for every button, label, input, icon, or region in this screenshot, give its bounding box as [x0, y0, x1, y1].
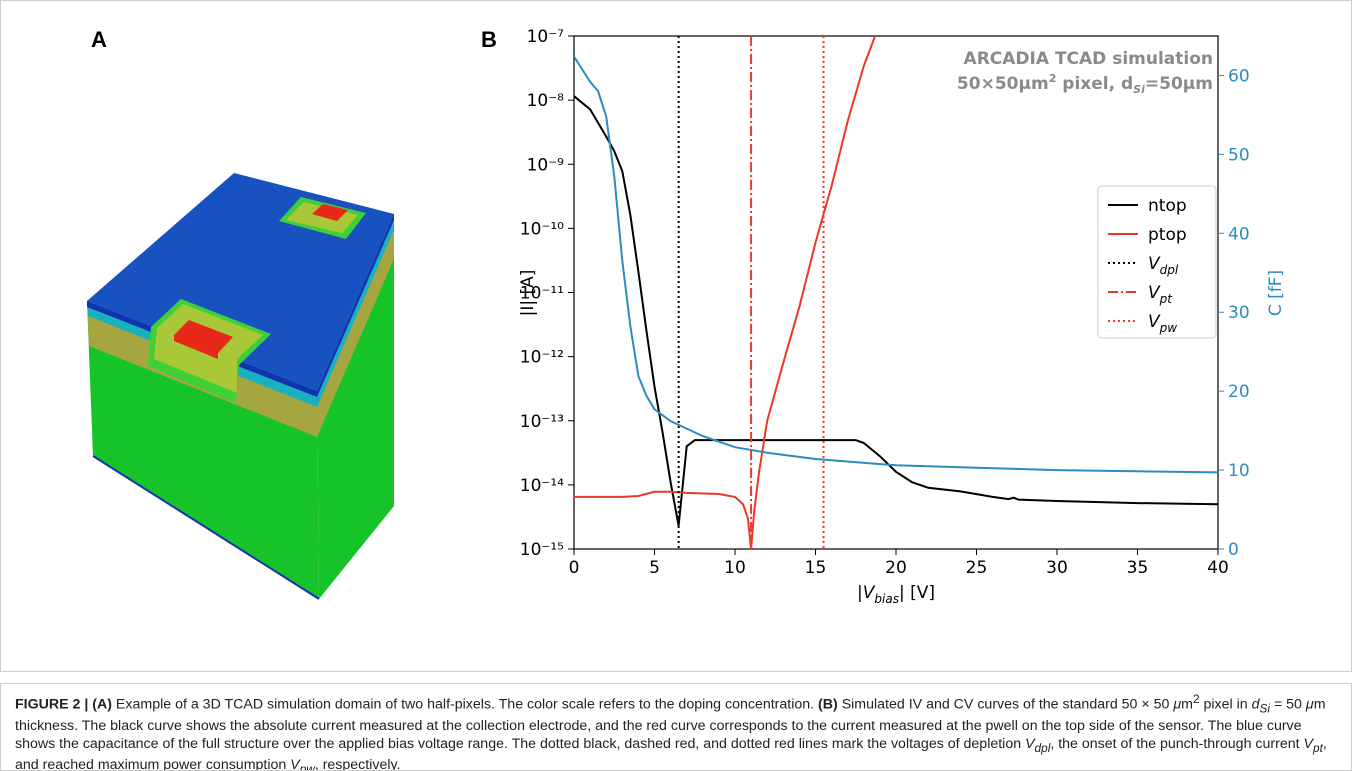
x-axis-label: |Vbias| [V]: [857, 583, 935, 606]
x-tick-label: 25: [966, 558, 988, 578]
annotation: 50×50μm2 pixel, dSi=50μm: [957, 72, 1213, 96]
y2-axis-label: C [fF]: [1266, 270, 1286, 316]
y2-tick-label: 20: [1228, 382, 1250, 402]
x-axis-label-part: | [V]: [899, 583, 935, 603]
y2-tick-label: 50: [1228, 145, 1250, 165]
caption-text: μ: [1306, 697, 1314, 713]
x-tick-label: 30: [1046, 558, 1068, 578]
annotation-part: Si: [1133, 83, 1145, 96]
legend-label-part: dpl: [1160, 263, 1179, 277]
caption-text: FIGURE 2 | (A): [15, 697, 112, 713]
y-tick-label: 10⁻¹⁵: [520, 540, 564, 560]
y-tick-label: 10⁻¹³: [520, 412, 564, 432]
x-tick-label: 20: [885, 558, 907, 578]
y-tick-label: 10⁻⁹: [527, 155, 565, 175]
y2-tick-label: 0: [1228, 540, 1239, 560]
cube-drawing: [87, 173, 394, 599]
caption-text: pt: [1313, 741, 1323, 755]
caption-text: Si: [1259, 702, 1270, 716]
x-tick-label: 5: [649, 558, 660, 578]
caption-text: Simulated IV and CV curves of the standa…: [838, 697, 1174, 713]
caption-text: μ: [1173, 697, 1181, 713]
caption-text: V: [1025, 736, 1034, 752]
caption: FIGURE 2 | (A) Example of a 3D TCAD simu…: [0, 683, 1352, 771]
y2-tick-label: 30: [1228, 303, 1250, 323]
caption-text: m: [1181, 697, 1193, 713]
x-tick-label: 15: [805, 558, 827, 578]
caption-text: 2: [1193, 692, 1200, 706]
panel-label: A: [91, 27, 107, 52]
caption-text: V: [290, 757, 299, 771]
y-tick-label: 10⁻⁷: [527, 27, 565, 47]
caption-text: dpl: [1035, 741, 1051, 755]
x-tick-label: 0: [569, 558, 580, 578]
annotation-part: 50×50μm: [957, 74, 1049, 94]
y-tick-label: 10⁻⁸: [527, 91, 565, 111]
y-tick-label: 10⁻¹⁴: [520, 476, 564, 496]
x-axis-label-part: bias: [874, 592, 899, 606]
figure: A B |Vbias| [V] |I| [A] C [fF] ARCADIA T…: [0, 0, 1352, 672]
x-tick-label: 35: [1127, 558, 1149, 578]
legend-label-part: pt: [1159, 292, 1174, 306]
panel-label: B: [481, 27, 497, 52]
caption-text: = 50: [1270, 697, 1306, 713]
x-tick-label: 10: [724, 558, 746, 578]
caption-text: , respectively.: [315, 757, 401, 771]
caption-text: pixel in: [1200, 697, 1252, 713]
caption-text: (B): [818, 697, 838, 713]
caption-text: V: [1304, 736, 1313, 752]
y2-tick-label: 60: [1228, 66, 1250, 86]
y-tick-label: 10⁻¹²: [520, 348, 564, 368]
y-tick-label: 10⁻¹⁰: [520, 219, 564, 239]
x-tick-label: 40: [1207, 558, 1229, 578]
y-tick-label: 10⁻¹¹: [520, 284, 564, 304]
legend-label: ptop: [1148, 225, 1187, 245]
y2-tick-label: 40: [1228, 224, 1250, 244]
caption-text: pw: [300, 762, 315, 771]
annotation-part: =50μm: [1145, 74, 1213, 94]
caption-text: Example of a 3D TCAD simulation domain o…: [112, 697, 818, 713]
annotation-part: pixel, d: [1056, 74, 1133, 94]
data-line: [574, 36, 875, 549]
y2-tick-label: 10: [1228, 461, 1250, 481]
legend-label: ntop: [1148, 196, 1187, 216]
caption-text: , the onset of the punch-through current: [1050, 736, 1303, 752]
legend-label-part: pw: [1159, 321, 1178, 335]
annotation-part: 2: [1049, 72, 1057, 85]
annotation: ARCADIA TCAD simulation: [964, 49, 1213, 69]
chart: A B |Vbias| [V] |I| [A] C [fF] ARCADIA T…: [1, 1, 1353, 673]
